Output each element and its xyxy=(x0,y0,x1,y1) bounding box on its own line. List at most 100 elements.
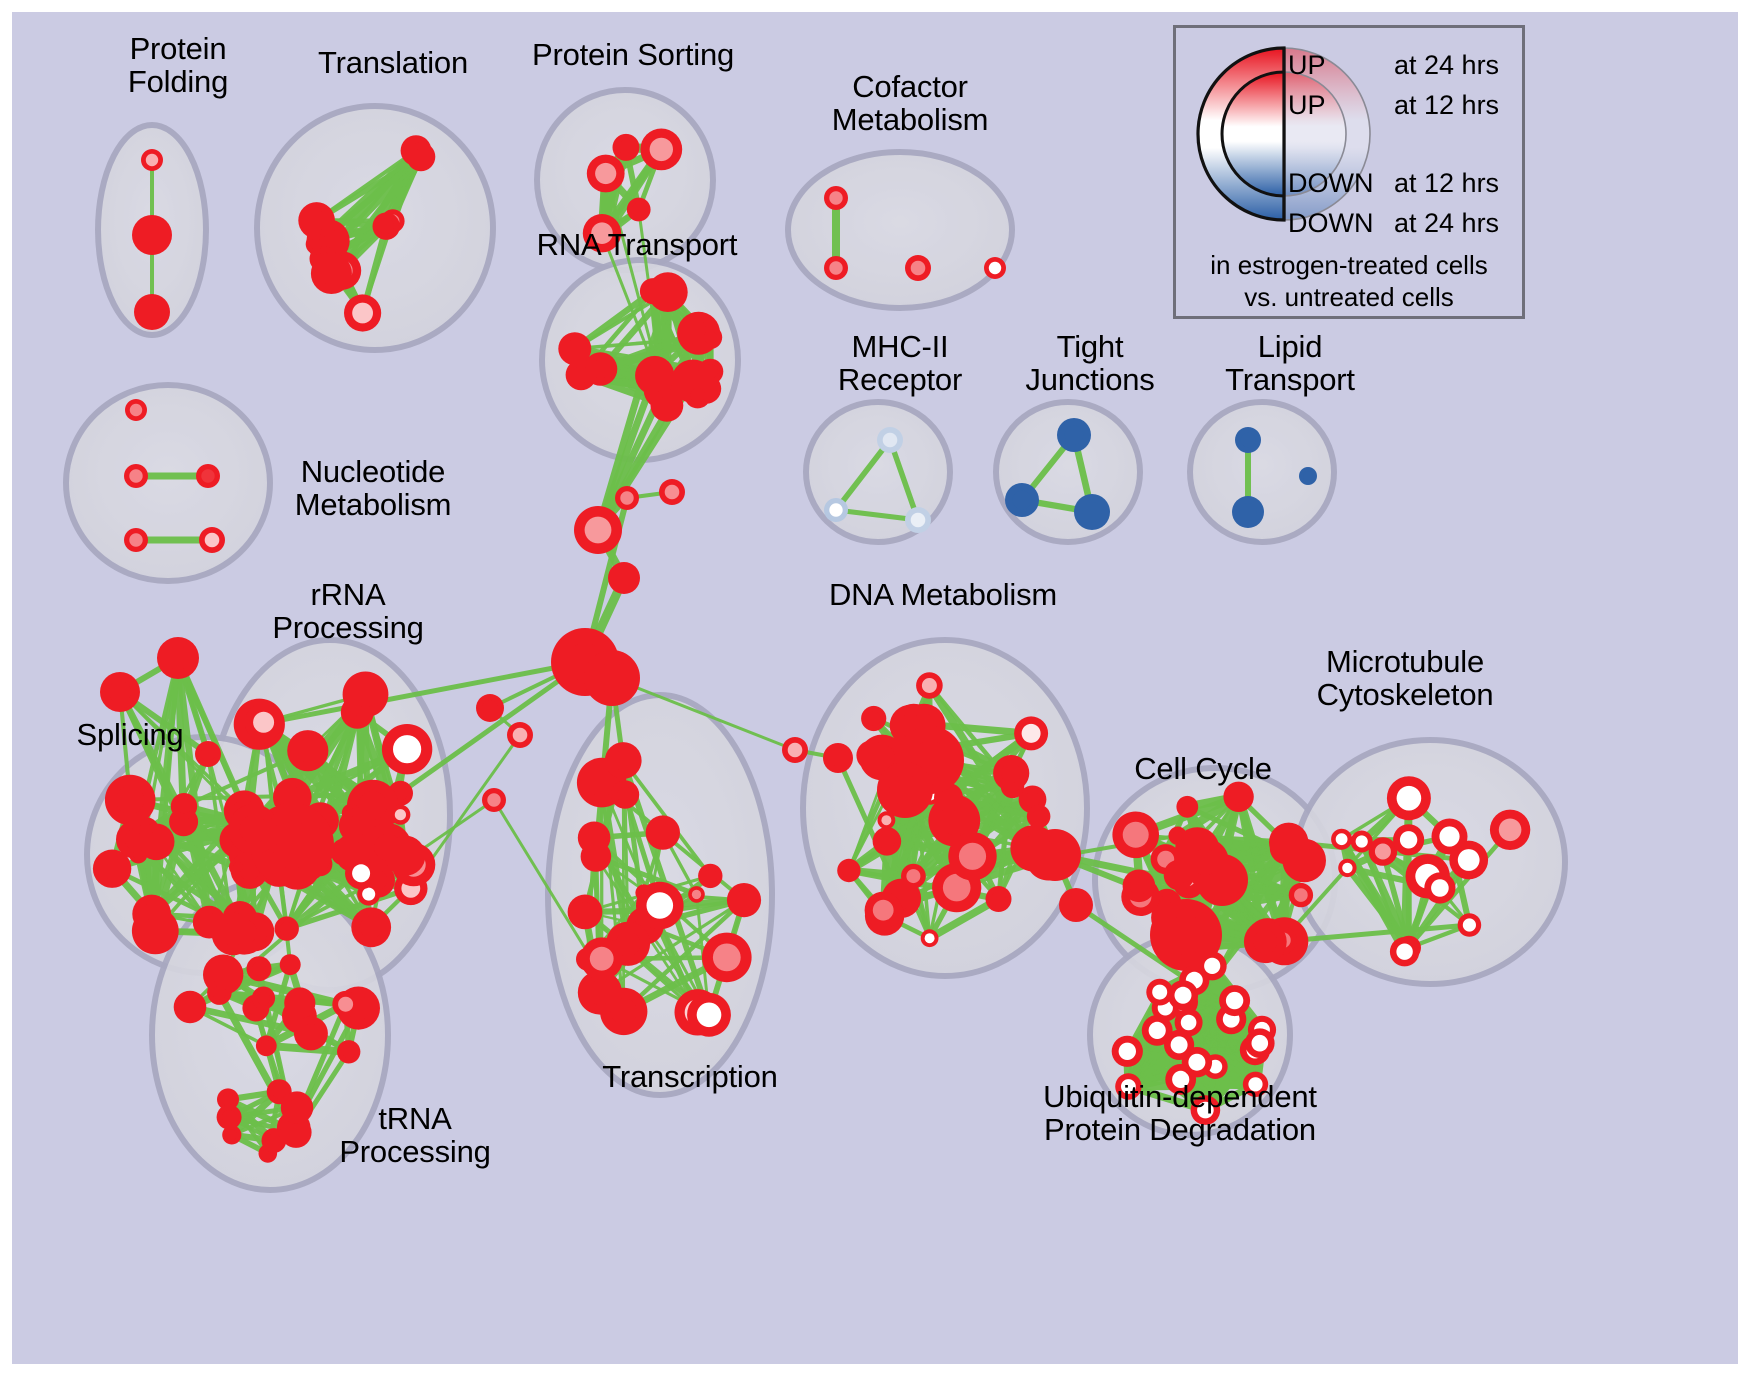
network-node[interactable] xyxy=(1026,804,1051,829)
network-node[interactable] xyxy=(567,894,603,930)
network-node[interactable] xyxy=(195,741,221,767)
network-node[interactable] xyxy=(574,506,622,554)
network-node[interactable] xyxy=(984,257,1006,279)
network-node[interactable] xyxy=(877,811,896,830)
network-node[interactable] xyxy=(211,912,255,956)
network-node[interactable] xyxy=(381,724,433,775)
network-node[interactable] xyxy=(1005,483,1039,517)
network-node[interactable] xyxy=(284,987,316,1019)
network-node[interactable] xyxy=(1181,1047,1213,1078)
network-node[interactable] xyxy=(1489,809,1531,850)
network-node[interactable] xyxy=(1141,1015,1173,1046)
network-node[interactable] xyxy=(1167,980,1199,1011)
network-node[interactable] xyxy=(125,399,147,421)
network-node[interactable] xyxy=(698,863,723,889)
network-node[interactable] xyxy=(1174,1008,1203,1037)
network-node[interactable] xyxy=(726,883,762,918)
network-node[interactable] xyxy=(1074,494,1110,530)
network-node[interactable] xyxy=(905,255,931,281)
network-node[interactable] xyxy=(650,389,684,422)
network-node[interactable] xyxy=(229,857,248,877)
network-node[interactable] xyxy=(877,762,933,818)
network-node[interactable] xyxy=(1168,826,1187,845)
network-node[interactable] xyxy=(134,294,170,330)
network-node[interactable] xyxy=(1393,824,1425,856)
network-node[interactable] xyxy=(170,793,198,820)
network-node[interactable] xyxy=(1235,427,1261,453)
network-node[interactable] xyxy=(476,694,504,722)
network-node[interactable] xyxy=(157,637,199,679)
network-node[interactable] xyxy=(901,863,926,889)
network-node[interactable] xyxy=(608,562,640,594)
network-node[interactable] xyxy=(626,197,651,222)
network-node[interactable] xyxy=(129,845,148,864)
network-node[interactable] xyxy=(687,992,731,1037)
network-node[interactable] xyxy=(856,740,887,771)
network-node[interactable] xyxy=(1288,882,1314,908)
network-node[interactable] xyxy=(837,858,861,883)
network-node[interactable] xyxy=(920,929,939,948)
network-node[interactable] xyxy=(580,937,623,980)
network-node[interactable] xyxy=(92,849,132,888)
network-node[interactable] xyxy=(310,253,352,294)
network-node[interactable] xyxy=(1243,920,1287,964)
network-node[interactable] xyxy=(615,486,639,510)
network-node[interactable] xyxy=(131,907,179,955)
network-node[interactable] xyxy=(1176,795,1199,818)
network-node[interactable] xyxy=(1122,869,1156,903)
network-node[interactable] xyxy=(610,780,640,809)
network-node[interactable] xyxy=(141,149,163,171)
network-node[interactable] xyxy=(877,427,903,453)
network-node[interactable] xyxy=(698,325,723,350)
network-node[interactable] xyxy=(1338,858,1357,878)
network-node[interactable] xyxy=(279,954,301,976)
network-node[interactable] xyxy=(861,705,887,732)
network-node[interactable] xyxy=(1457,913,1482,937)
network-node[interactable] xyxy=(782,737,808,763)
network-node[interactable] xyxy=(1223,781,1254,812)
network-node[interactable] xyxy=(124,528,148,552)
network-node[interactable] xyxy=(1389,937,1420,967)
network-node[interactable] xyxy=(1146,978,1174,1006)
network-node[interactable] xyxy=(507,722,533,748)
network-node[interactable] xyxy=(274,916,299,941)
network-node[interactable] xyxy=(207,980,232,1005)
network-node[interactable] xyxy=(1014,716,1049,751)
network-node[interactable] xyxy=(1350,830,1373,853)
network-node[interactable] xyxy=(1150,899,1222,971)
network-node[interactable] xyxy=(916,672,943,699)
network-node[interactable] xyxy=(1431,818,1468,855)
network-node[interactable] xyxy=(280,1091,314,1124)
network-node[interactable] xyxy=(137,823,175,861)
network-node[interactable] xyxy=(824,256,848,280)
network-node[interactable] xyxy=(482,788,506,812)
network-node[interactable] xyxy=(823,743,853,773)
network-node[interactable] xyxy=(1181,838,1229,886)
network-node[interactable] xyxy=(985,886,1012,912)
network-node[interactable] xyxy=(645,815,680,850)
network-node[interactable] xyxy=(1331,828,1353,850)
network-node[interactable] xyxy=(993,755,1030,792)
network-node[interactable] xyxy=(261,816,300,854)
network-node[interactable] xyxy=(1299,467,1317,485)
network-node[interactable] xyxy=(345,857,378,890)
network-node[interactable] xyxy=(688,886,705,903)
network-node[interactable] xyxy=(132,215,172,255)
network-node[interactable] xyxy=(124,464,148,488)
network-node[interactable] xyxy=(702,932,752,983)
network-node[interactable] xyxy=(636,881,684,930)
network-node[interactable] xyxy=(222,1125,242,1145)
network-node[interactable] xyxy=(298,202,335,239)
network-node[interactable] xyxy=(640,128,683,171)
network-node[interactable] xyxy=(864,891,902,929)
network-node[interactable] xyxy=(586,154,625,193)
network-node[interactable] xyxy=(287,730,329,772)
network-node[interactable] xyxy=(1059,888,1093,922)
network-node[interactable] xyxy=(1057,418,1091,452)
network-node[interactable] xyxy=(1190,1095,1221,1125)
network-node[interactable] xyxy=(251,986,276,1010)
network-node[interactable] xyxy=(612,133,640,161)
network-node[interactable] xyxy=(558,332,592,366)
network-node[interactable] xyxy=(1112,811,1159,859)
network-node[interactable] xyxy=(372,212,400,240)
